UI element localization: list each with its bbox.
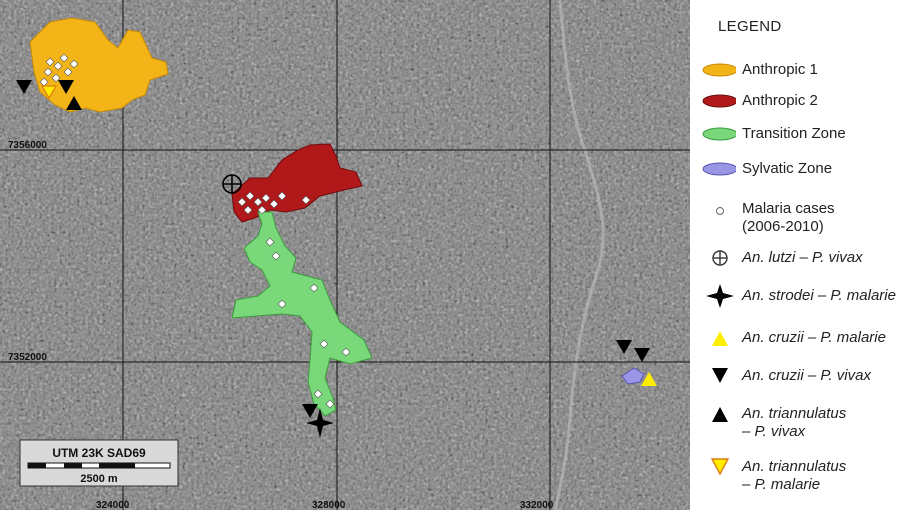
scale-bar-title: UTM 23K SAD69	[52, 446, 146, 460]
zone-anthropic-2[interactable]	[231, 143, 363, 223]
species-markers	[16, 80, 657, 438]
legend-item-anthropic-1: Anthropic 1	[690, 58, 919, 82]
legend-label: An. lutzi – P. vivax	[742, 249, 863, 266]
legend-label: An. triannulatus – P. vivax	[742, 405, 846, 441]
four-point-star-icon	[706, 284, 734, 308]
legend-item-triannulatus-malarie: An. triannulatus – P. malarie	[690, 455, 919, 497]
legend-item-malaria-cases: Malaria cases (2006-2010)	[690, 197, 919, 239]
swatch-transition-zone	[702, 127, 736, 141]
legend-title: LEGEND	[718, 18, 782, 35]
marker-lutzi-vivax	[222, 174, 242, 194]
legend-label: Sylvatic Zone	[742, 160, 833, 177]
legend-label: An. strodei – P. malarie	[742, 287, 896, 304]
legend-label: Anthropic 1	[742, 61, 818, 78]
legend-label-line2: – P. malarie	[742, 476, 821, 493]
legend-label-line1: Malaria cases	[742, 200, 835, 217]
swatch-anthropic-2	[702, 94, 736, 108]
legend-label-line1: An. triannulatus	[742, 458, 847, 475]
label-northing-top: 7356000	[8, 140, 47, 151]
zone-sylvatic[interactable]	[621, 367, 645, 385]
marker-strodei-malarie	[306, 408, 334, 438]
marker-triannulatus-malarie	[40, 85, 58, 100]
marker-cruzii-vivax	[616, 340, 632, 354]
legend-label: An. cruzii – P. vivax	[742, 367, 871, 384]
legend-item-strodei-malarie: An. strodei – P. malarie	[690, 284, 919, 308]
legend-label: Transition Zone	[742, 125, 846, 142]
satellite-map[interactable]: 7356000 7352000 324000 328000 332000	[0, 0, 690, 511]
legend-item-cruzii-malarie: An. cruzii – P. malarie	[690, 326, 919, 350]
map-canvas: 7356000 7352000 324000 328000 332000	[0, 0, 690, 511]
legend-item-sylvatic-zone: Sylvatic Zone	[690, 157, 919, 181]
legend-label: An. cruzii – P. malarie	[742, 329, 886, 346]
legend-item-triannulatus-vivax: An. triannulatus – P. vivax	[690, 402, 919, 444]
legend-label: Anthropic 2	[742, 92, 818, 109]
triangle-up-yellow-icon	[712, 331, 728, 346]
legend-label: Malaria cases (2006-2010)	[742, 200, 835, 236]
label-easting-right: 332000	[520, 500, 554, 510]
marker-cruzii-vivax	[302, 404, 318, 418]
legend-item-anthropic-2: Anthropic 2	[690, 89, 919, 113]
scale-bar: UTM 23K SAD69 2500 m	[19, 439, 179, 487]
marker-cruzii-vivax	[16, 80, 32, 94]
triangle-up-black-icon	[712, 407, 728, 422]
triangle-down-yellow-icon	[710, 458, 730, 476]
swatch-sylvatic-zone	[702, 162, 736, 176]
legend-label-line2: – P. vivax	[742, 423, 806, 440]
crosshair-circle-icon	[712, 250, 728, 266]
marker-triannulatus-vivax	[66, 96, 82, 110]
label-northing-bottom: 7352000	[8, 352, 47, 363]
triangle-down-black-icon	[712, 368, 728, 383]
marker-cruzii-vivax	[634, 348, 650, 362]
legend-item-cruzii-vivax: An. cruzii – P. vivax	[690, 364, 919, 388]
label-easting-left: 324000	[96, 500, 130, 510]
legend-label-line2: (2006-2010)	[742, 218, 824, 235]
marker-cruzii-vivax	[58, 80, 74, 94]
swatch-anthropic-1	[702, 63, 736, 77]
marker-cruzii-malarie	[641, 372, 657, 386]
legend-label-line1: An. triannulatus	[742, 405, 847, 422]
legend-item-lutzi-vivax: An. lutzi – P. vivax	[690, 246, 919, 270]
legend-panel: LEGEND Anthropic 1 Anthropic 2 Transitio…	[690, 0, 919, 510]
scale-bar-distance: 2500 m	[80, 473, 118, 485]
road-line	[553, 0, 605, 511]
label-easting-mid: 328000	[312, 500, 346, 510]
malaria-cases	[39, 53, 351, 409]
legend-label: An. triannulatus – P. malarie	[742, 458, 846, 494]
malaria-case-icon	[716, 207, 724, 215]
legend-item-transition-zone: Transition Zone	[690, 122, 919, 146]
